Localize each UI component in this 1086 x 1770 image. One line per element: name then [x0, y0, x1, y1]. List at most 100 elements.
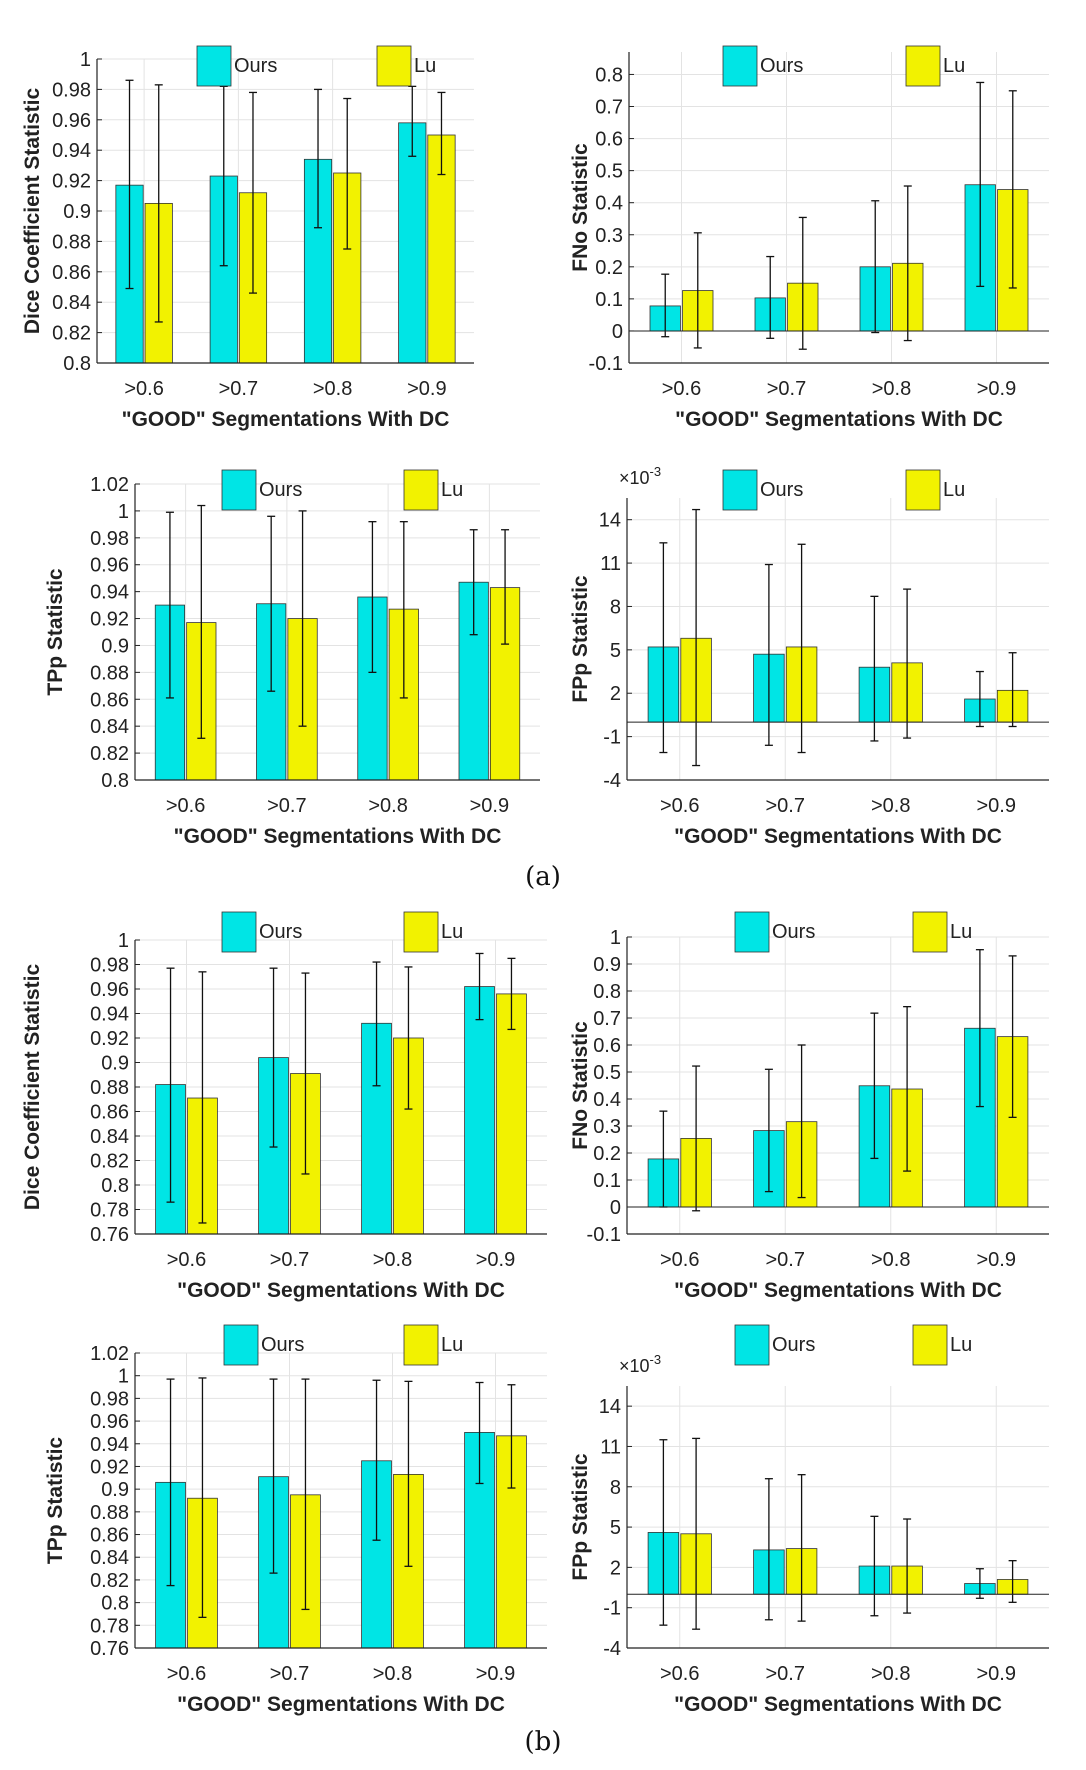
legend-label-lu: Lu — [943, 479, 965, 501]
y-tick-label: 2 — [610, 683, 621, 705]
y-tick-label: 0.96 — [90, 1411, 129, 1433]
y-tick-label: 0.96 — [52, 110, 91, 132]
y-tick-label: 0.6 — [595, 129, 623, 151]
y-tick-label: 0.96 — [90, 555, 129, 577]
x-tick-label: >0.9 — [470, 795, 509, 817]
y-tick-label: 2 — [610, 1557, 621, 1579]
chart-a-tpp: 0.8 0.82 0.84 0.86 0.88 0.9 0.92 0.94 0.96 0.98 1 1… — [44, 469, 540, 848]
legend-swatch-ours — [221, 469, 257, 511]
y-tick-label: 0.9 — [101, 635, 129, 657]
y-tick-label: 0.96 — [90, 979, 129, 1001]
legend-swatch-lu — [403, 469, 439, 511]
x-tick-label: >0.7 — [766, 1663, 805, 1685]
y-tick-label: 0.98 — [90, 528, 129, 550]
y-tick-label: 0.5 — [595, 161, 623, 183]
y-tick-label: 0.86 — [52, 262, 91, 284]
x-tick-label: >0.8 — [871, 795, 910, 817]
y-tick-label: 0.88 — [90, 1077, 129, 1099]
y-tick-label: 0.86 — [90, 1102, 129, 1124]
y-tick-label: 1 — [610, 927, 621, 949]
scale-multiplier: ×10-3 — [619, 464, 661, 488]
y-tick-label: 0.3 — [593, 1116, 621, 1138]
y-tick-label: 0.82 — [52, 323, 91, 345]
chart-a-fpp: -4 -1 2 5 8 11 14 >0.6 >0.7 >0.8 >0.9 "GOOD" Segmen… — [569, 464, 1049, 848]
x-axis-label: "GOOD" Segmentations With DC — [674, 1693, 1002, 1716]
y-tick-label: 0.7 — [593, 1008, 621, 1030]
x-tick-label: >0.8 — [871, 1663, 910, 1685]
x-axis-label: "GOOD" Segmentations With DC — [122, 408, 450, 431]
legend-swatch-ours — [196, 45, 232, 87]
y-tick-label: 0.98 — [52, 79, 91, 101]
x-tick-label: >0.6 — [660, 1249, 699, 1271]
chart-b-fno: -0.1 0 0.1 0.2 0.3 0.4 0.5 0.6 0.7 0.8 0.9 1 >0.6 >0.… — [569, 911, 1049, 1302]
y-tick-label: 0.82 — [90, 1151, 129, 1173]
legend-swatch-ours — [722, 469, 758, 511]
y-tick-label: 0.84 — [90, 716, 129, 738]
y-tick-label: 0.94 — [90, 582, 129, 604]
x-tick-label: >0.7 — [767, 378, 806, 400]
y-tick-label: 1.02 — [90, 474, 129, 496]
y-tick-label: 5 — [610, 640, 621, 662]
y-tick-label: 0.9 — [101, 1479, 129, 1501]
y-tick-label: 0.8 — [101, 1593, 129, 1615]
y-tick-label: 0.84 — [90, 1547, 129, 1569]
y-axis-label: TPp Statistic — [44, 568, 67, 696]
x-tick-label: >0.8 — [368, 795, 407, 817]
y-tick-label: 0.8 — [593, 981, 621, 1003]
x-tick-label: >0.6 — [124, 378, 163, 400]
x-tick-label: >0.9 — [977, 795, 1016, 817]
bar-lu-3 — [496, 993, 527, 1235]
y-tick-label: 0.98 — [90, 1388, 129, 1410]
y-tick-label: 0.94 — [52, 140, 91, 162]
y-tick-label: 0.76 — [90, 1638, 129, 1660]
x-tick-label: >0.6 — [166, 795, 205, 817]
y-tick-label: 8 — [610, 596, 621, 618]
legend-label-lu: Lu — [441, 921, 463, 943]
y-axis-label: Dice Coefficient Statistic — [21, 88, 44, 335]
y-tick-label: 1 — [80, 49, 91, 71]
x-tick-label: >0.6 — [167, 1249, 206, 1271]
legend-label-lu: Lu — [943, 55, 965, 77]
x-tick-label: >0.6 — [660, 1663, 699, 1685]
y-tick-label: 0.8 — [595, 64, 623, 86]
x-tick-label: >0.8 — [871, 1249, 910, 1271]
x-tick-label: >0.7 — [267, 795, 306, 817]
x-tick-label: >0.7 — [270, 1249, 309, 1271]
y-tick-label: 0.9 — [593, 954, 621, 976]
y-tick-label: 1 — [118, 1366, 129, 1388]
y-tick-label: 0.86 — [90, 689, 129, 711]
x-axis-label: "GOOD" Segmentations With DC — [674, 825, 1002, 848]
y-tick-label: 0.84 — [90, 1126, 129, 1148]
legend-label-ours: Ours — [772, 921, 815, 943]
y-tick-label: 0.88 — [90, 662, 129, 684]
y-tick-label: 0.8 — [101, 1175, 129, 1197]
y-tick-label: 0.98 — [90, 955, 129, 977]
y-tick-label: 0.82 — [90, 1570, 129, 1592]
legend-swatch-ours — [722, 45, 758, 87]
y-axis-label: TPp Statistic — [44, 1437, 67, 1565]
legend-label-ours: Ours — [261, 1334, 304, 1356]
y-tick-label: 0.5 — [593, 1062, 621, 1084]
y-axis-label: FNo Statistic — [569, 1021, 592, 1150]
y-tick-label: 0.88 — [52, 231, 91, 253]
x-tick-label: >0.8 — [373, 1663, 412, 1685]
x-tick-label: >0.6 — [167, 1663, 206, 1685]
caption-a: (a) — [525, 862, 561, 892]
x-axis-label: "GOOD" Segmentations With DC — [675, 408, 1003, 431]
legend-label-lu: Lu — [414, 55, 436, 77]
chart-b-tpp: 0.760.780.80.820.840.860.880.90.920.940.… — [44, 1324, 547, 1716]
scale-exponent: -3 — [650, 1352, 662, 1367]
legend-swatch-ours — [221, 911, 257, 953]
y-tick-label: 0.76 — [90, 1224, 129, 1246]
y-tick-label: 0.78 — [90, 1615, 129, 1637]
y-axis-label: FPp Statistic — [569, 1453, 592, 1581]
legend-label-ours: Ours — [772, 1334, 815, 1356]
x-tick-label: >0.9 — [407, 378, 446, 400]
y-tick-label: 0.94 — [90, 1004, 129, 1026]
legend-label-ours: Ours — [760, 479, 803, 501]
y-tick-label: -4 — [603, 1638, 621, 1660]
y-tick-label: 0.82 — [90, 743, 129, 765]
y-tick-label: 0.94 — [90, 1434, 129, 1456]
caption-b: (b) — [524, 1727, 562, 1757]
y-tick-label: -0.1 — [587, 1224, 621, 1246]
